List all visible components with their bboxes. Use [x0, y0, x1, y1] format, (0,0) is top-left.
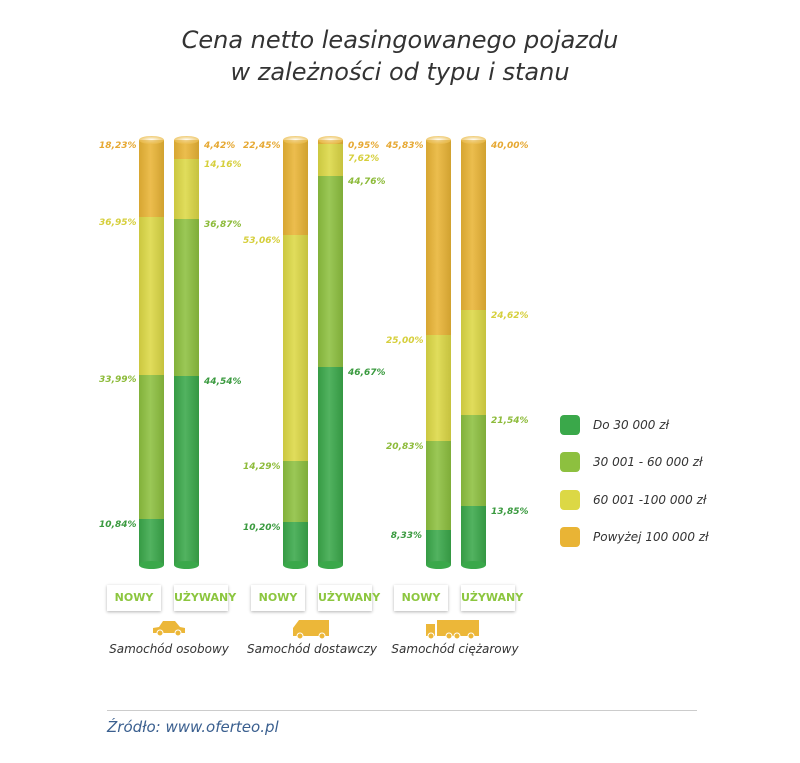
bar-2-1 — [461, 136, 486, 569]
legend-swatch-powyzej-100000 — [560, 527, 580, 547]
bar-bottom-cap — [283, 561, 308, 569]
bar-segment — [318, 144, 343, 177]
legend-swatch-60001-100000 — [560, 490, 580, 510]
data-label: 10,20% — [243, 522, 281, 533]
bar-1-1 — [318, 136, 343, 569]
tag-uzywany-osobowy: UŻYWANY — [174, 585, 236, 611]
data-label: 21,54% — [491, 415, 529, 426]
bar-top-cap — [283, 136, 308, 144]
data-label: 33,99% — [99, 375, 137, 386]
chart-title-line1: Cena netto leasingowanego pojazdu — [181, 26, 619, 54]
data-label: 8,33% — [390, 530, 422, 541]
data-label: 13,85% — [491, 507, 529, 518]
data-label: 36,87% — [204, 219, 242, 230]
bar-2-0 — [426, 136, 451, 569]
bar-segment — [426, 140, 451, 335]
data-label: 46,67% — [348, 367, 386, 378]
bar-segment — [174, 158, 199, 219]
tag-nowy-osobowy: NOWY — [107, 585, 161, 611]
bar-segment — [461, 140, 486, 310]
tag-uzywany-dostawczy: UŻYWANY — [318, 585, 380, 611]
bar-segment — [139, 217, 164, 375]
data-label: 22,45% — [243, 141, 281, 151]
bar-segment — [174, 218, 199, 376]
bar-segment — [139, 374, 164, 519]
data-label: 44,54% — [204, 376, 242, 387]
data-label: 40,00% — [491, 141, 529, 151]
truck-icon — [426, 620, 479, 640]
bar-bottom-cap — [174, 561, 199, 569]
bar-segment — [174, 140, 199, 159]
bar-0-0 — [139, 136, 164, 569]
bar-bottom-cap — [139, 561, 164, 569]
data-label: 14,29% — [243, 461, 281, 472]
bar-top-cap — [139, 136, 164, 144]
data-label: 14,16% — [204, 159, 242, 170]
bar-segment — [283, 235, 308, 461]
data-label: 36,95% — [99, 218, 137, 229]
tag-uzywany-ciezarowy: UŻYWANY — [461, 585, 523, 611]
legend-swatch-do-30000 — [560, 415, 580, 435]
bar-segment — [174, 375, 199, 565]
bar-segment — [318, 176, 343, 367]
bar-top-cap — [318, 136, 343, 144]
bar-segment — [283, 140, 308, 236]
bar-segment — [318, 366, 343, 565]
data-label: 53,06% — [243, 236, 281, 247]
bar-0-1 — [174, 136, 199, 569]
data-label: 45,83% — [386, 141, 424, 151]
divider — [107, 710, 697, 711]
data-label: 4,42% — [204, 141, 236, 151]
bar-1-0 — [283, 136, 308, 569]
legend-label-30001-60000: 30 001 - 60 000 zł — [593, 455, 703, 469]
bar-bottom-cap — [318, 561, 343, 569]
bar-segment — [426, 441, 451, 530]
source-note: Źródło: www.oferteo.pl — [107, 718, 279, 736]
bar-segment — [426, 529, 451, 565]
legend-swatch-30001-60000 — [560, 452, 580, 472]
bar-segment — [461, 310, 486, 415]
bar-segment — [461, 414, 486, 507]
data-label: 25,00% — [386, 335, 424, 346]
data-label: 44,76% — [348, 177, 386, 188]
chart-title-line2: w zależności od typu i stanu — [230, 58, 570, 86]
bar-top-cap — [461, 136, 486, 144]
data-label: 0,95% — [348, 141, 380, 151]
bar-top-cap — [174, 136, 199, 144]
group-label-dostawczy: Samochód dostawczy — [246, 642, 378, 656]
data-label: 7,62% — [348, 154, 380, 164]
tag-nowy-dostawczy: NOWY — [251, 585, 305, 611]
van-icon — [293, 620, 329, 640]
bar-bottom-cap — [426, 561, 451, 569]
legend-label-do-30000: Do 30 000 zł — [593, 418, 669, 432]
bar-segment — [139, 518, 164, 565]
bar-segment — [283, 460, 308, 522]
bar-bottom-cap — [461, 561, 486, 569]
bar-segment — [461, 506, 486, 565]
tag-nowy-ciezarowy: NOWY — [394, 585, 448, 611]
car-icon — [153, 621, 185, 637]
legend-label-powyzej-100000: Powyżej 100 000 zł — [593, 530, 709, 544]
legend-label-60001-100000: 60 001 -100 000 zł — [593, 493, 707, 507]
bar-segment — [426, 334, 451, 442]
bar-segment — [283, 521, 308, 565]
data-label: 10,84% — [99, 519, 137, 530]
data-label: 24,62% — [491, 310, 529, 321]
data-label: 18,23% — [99, 141, 137, 151]
group-label-osobowy: Samochód osobowy — [109, 642, 229, 656]
bar-segment — [139, 140, 164, 218]
data-label: 20,83% — [386, 442, 424, 453]
group-label-ciezarowy: Samochód ciężarowy — [391, 642, 519, 656]
bar-top-cap — [426, 136, 451, 144]
